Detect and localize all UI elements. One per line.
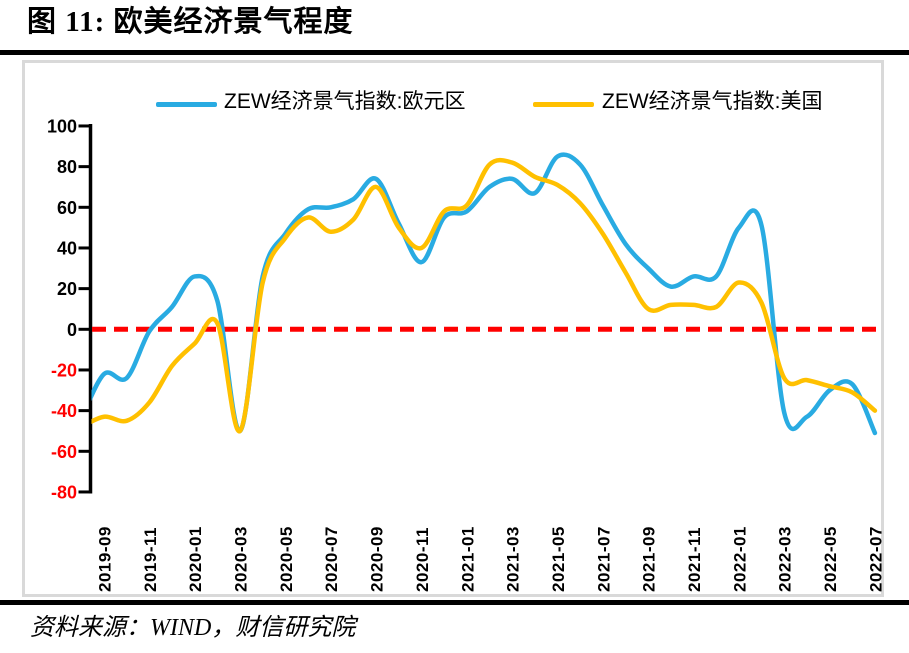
x-tick-label: 2020-11: [413, 527, 432, 592]
y-tick-label: 80: [57, 157, 77, 177]
y-tick-label: 20: [57, 279, 77, 299]
y-tick-label: 100: [47, 116, 77, 136]
x-tick-label: 2022-03: [776, 526, 795, 592]
x-tick-label: 2022-07: [866, 526, 885, 592]
x-tick-label: 2021-01: [458, 526, 477, 592]
x-tick-label: 2019-09: [95, 526, 114, 592]
series-line-eurozone: [91, 152, 878, 436]
y-tick-label: -80: [51, 482, 77, 502]
x-tick-label: 2021-03: [504, 526, 523, 592]
x-tick-label: 2020-09: [368, 526, 387, 592]
source-note: 资料来源：WIND，财信研究院: [30, 615, 356, 641]
x-tick-label: 2020-05: [277, 526, 296, 592]
y-tick-label: 60: [57, 198, 77, 218]
title-underline-rule: [0, 50, 909, 55]
x-tick-label: 2021-09: [640, 526, 659, 592]
y-tick-label: 40: [57, 238, 77, 258]
x-tick-label: 2020-03: [232, 526, 251, 592]
x-tick-label: 2021-07: [594, 526, 613, 592]
x-tick-label: 2021-05: [549, 526, 568, 592]
y-tick-label: -60: [51, 442, 77, 462]
legend-line-eurozone-icon: [156, 102, 217, 107]
legend-label-eurozone: ZEW经济景气指数:欧元区: [224, 90, 466, 113]
legend-line-us-icon: [533, 102, 594, 107]
x-tick-label: 2021-11: [685, 527, 704, 592]
y-tick-label: 0: [67, 320, 77, 340]
page-title: 图 11: 欧美经济景气程度: [27, 6, 354, 38]
series-line-us: [91, 157, 878, 434]
x-tick-label: 2022-01: [730, 526, 749, 592]
bottom-rule: [0, 600, 909, 605]
x-tick-label: 2020-07: [322, 526, 341, 592]
x-tick-label: 2019-11: [141, 527, 160, 592]
x-tick-label: 2020-01: [186, 526, 205, 592]
legend-label-us: ZEW经济景气指数:美国: [602, 90, 823, 113]
y-tick-label: -20: [51, 360, 77, 380]
x-tick-label: 2022-05: [821, 526, 840, 592]
y-tick-label: -40: [51, 401, 77, 421]
